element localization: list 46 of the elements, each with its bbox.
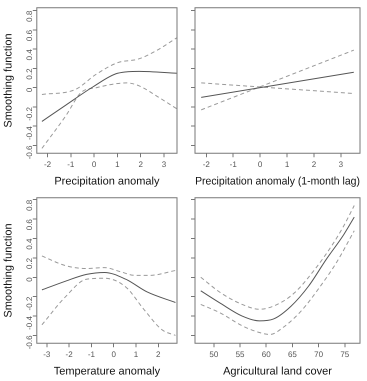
y-tick-label: 0.8 xyxy=(25,199,34,211)
x-tick-label: -2 xyxy=(66,350,74,360)
x-tick-label: 2 xyxy=(138,160,144,170)
x-tick-label: -1 xyxy=(88,350,96,360)
x-tick-label: -2 xyxy=(44,160,52,170)
x-tick-label: 0 xyxy=(92,160,97,170)
y-tick-label: -0.6 xyxy=(25,144,34,160)
x-axis-title: Agricultural land cover xyxy=(223,365,332,378)
x-tick-label: 65 xyxy=(288,350,298,360)
y-tick-label: 0.2 xyxy=(25,68,34,80)
x-tick-label: 0 xyxy=(258,160,263,170)
x-axis-title: Precipitation anomaly (1-month lag) xyxy=(195,175,360,188)
x-tick-label: 2 xyxy=(312,160,317,170)
y-tick-label: -0.4 xyxy=(25,316,34,330)
x-tick-label: 55 xyxy=(236,350,246,360)
x-tick-label: 1 xyxy=(134,350,139,360)
x-tick-label: -2 xyxy=(202,160,210,170)
x-tick-label: 60 xyxy=(262,350,272,360)
x-tick-label: 2 xyxy=(156,350,162,360)
x-tick-label: -1 xyxy=(67,160,75,170)
y-tick-label: 0 xyxy=(25,276,34,282)
x-tick-label: 1 xyxy=(284,160,290,170)
x-tick-label: 50 xyxy=(209,350,219,360)
x-tick-label: 0 xyxy=(111,350,116,360)
y-tick-label: 0.4 xyxy=(25,238,34,250)
y-tick-label: 0 xyxy=(25,87,34,92)
y-tick-label: 0.2 xyxy=(25,257,34,270)
y-tick-label: -0.4 xyxy=(25,126,34,140)
y-tick-label: -0.6 xyxy=(25,334,34,350)
x-axis-title: Precipitation anomaly xyxy=(54,175,160,188)
y-tick-label: -0.2 xyxy=(25,106,34,121)
x-tick-label: -1 xyxy=(230,160,238,170)
x-tick-label: -3 xyxy=(43,350,51,360)
y-axis-title: Smoothing function xyxy=(2,33,15,128)
x-tick-label: 3 xyxy=(338,160,344,170)
y-tick-label: 0.6 xyxy=(25,218,34,230)
y-axis-title: Smoothing function xyxy=(2,223,15,318)
x-axis-title: Temperature anomaly xyxy=(54,365,161,378)
y-tick-label: 0.6 xyxy=(25,29,34,42)
x-tick-label: 70 xyxy=(314,350,324,360)
y-tick-label: 0.4 xyxy=(25,48,34,60)
y-tick-label: 0.8 xyxy=(25,10,34,22)
x-tick-label: 1 xyxy=(115,160,120,170)
x-tick-label: 3 xyxy=(162,160,167,170)
x-tick-label: 75 xyxy=(340,350,350,360)
y-tick-label: -0.2 xyxy=(25,296,34,310)
